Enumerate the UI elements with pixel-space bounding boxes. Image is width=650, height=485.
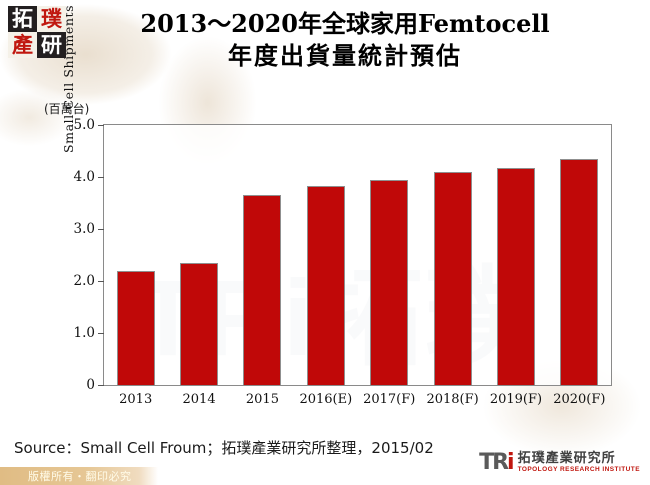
copyright-band: 版權所有・翻印必究 bbox=[0, 467, 158, 485]
bar-slot: 2015 bbox=[231, 125, 294, 407]
logo-char-1: 拓 bbox=[8, 6, 37, 32]
corner-logo: 拓 璞 產 研 bbox=[8, 6, 66, 58]
y-axis-tick-label: 4.0 bbox=[48, 169, 104, 185]
y-axis-tick-label: 3.0 bbox=[48, 221, 104, 237]
source-note: Source：Small Cell Froum；拓璞產業研究所整理，2015/0… bbox=[14, 439, 434, 457]
x-axis-tick-label: 2014 bbox=[182, 392, 216, 407]
bar-slot: 2018(F) bbox=[421, 125, 484, 407]
tri-brand-cn: 拓璞產業研究所 bbox=[517, 451, 616, 466]
page-title: 2013～2020年全球家用Femtocell 年度出貨量統計預估 bbox=[85, 8, 605, 72]
bar-slot: 2016(E) bbox=[294, 125, 357, 407]
bar-2018(F)[interactable] bbox=[433, 171, 472, 385]
y-axis-unit-label: (百萬台) bbox=[44, 102, 90, 116]
y-axis-tick-label: 0 bbox=[48, 377, 104, 393]
logo-char-4: 研 bbox=[37, 32, 66, 58]
y-axis-tick-label: 5.0 bbox=[48, 117, 104, 133]
bar-slot: 2019(F) bbox=[484, 125, 547, 407]
x-axis-tick-label: 2018(F) bbox=[426, 392, 479, 407]
bar-2014[interactable] bbox=[180, 262, 219, 385]
x-axis-tick-label: 2015 bbox=[245, 392, 279, 407]
x-axis-tick-label: 2017(F) bbox=[363, 392, 416, 407]
bar-slot: 2013 bbox=[104, 125, 167, 407]
bar-2016(E)[interactable] bbox=[306, 186, 345, 385]
bar-chart-plot-area: Small Cell Shipments 0 1.0 2.0 3.0 4.0 5.0 20… bbox=[61, 5, 612, 407]
tri-brand-logo: TRi 拓璞產業研究所 TOPOLOGY RESEARCH INSTITUTE bbox=[479, 449, 640, 475]
bar-slot: 2017(F) bbox=[358, 125, 421, 407]
bar-slot: 2014 bbox=[167, 125, 230, 407]
tri-brand-en: TOPOLOGY RESEARCH INSTITUTE bbox=[517, 466, 640, 473]
logo-char-3: 產 bbox=[8, 32, 37, 58]
x-axis-tick-label: 2019(F) bbox=[489, 392, 543, 407]
bar-2015[interactable] bbox=[243, 195, 282, 385]
bar-2013[interactable] bbox=[116, 270, 155, 385]
y-axis-tick-label: 2.0 bbox=[48, 273, 104, 289]
title-line-1: 2013～2020年全球家用Femtocell bbox=[140, 9, 550, 38]
y-axis-tick-label: 1.0 bbox=[48, 325, 104, 341]
copyright-text: 版權所有・翻印必究 bbox=[28, 470, 132, 483]
bar-2017(F)[interactable] bbox=[370, 179, 409, 385]
bar-slot: 2020(F) bbox=[548, 125, 611, 407]
tri-i-dot: i bbox=[507, 449, 514, 475]
title-line-2: 年度出貨量統計預估 bbox=[228, 41, 462, 70]
x-axis-tick-label: 2013 bbox=[119, 392, 153, 407]
tri-brand-text: 拓璞產業研究所 TOPOLOGY RESEARCH INSTITUTE bbox=[518, 452, 640, 474]
x-axis-tick-label: 2020(F) bbox=[553, 392, 606, 407]
tri-wordmark: TRi bbox=[479, 449, 514, 475]
bar-2019(F)[interactable] bbox=[496, 167, 535, 385]
logo-char-2: 璞 bbox=[37, 6, 66, 32]
x-axis-tick-label: 2016(E) bbox=[299, 392, 353, 407]
bar-2020(F)[interactable] bbox=[560, 159, 599, 385]
bar-series: 2013 2014 2015 2016(E) 2017(F) 2018(F) 2019(F)… bbox=[104, 125, 611, 407]
